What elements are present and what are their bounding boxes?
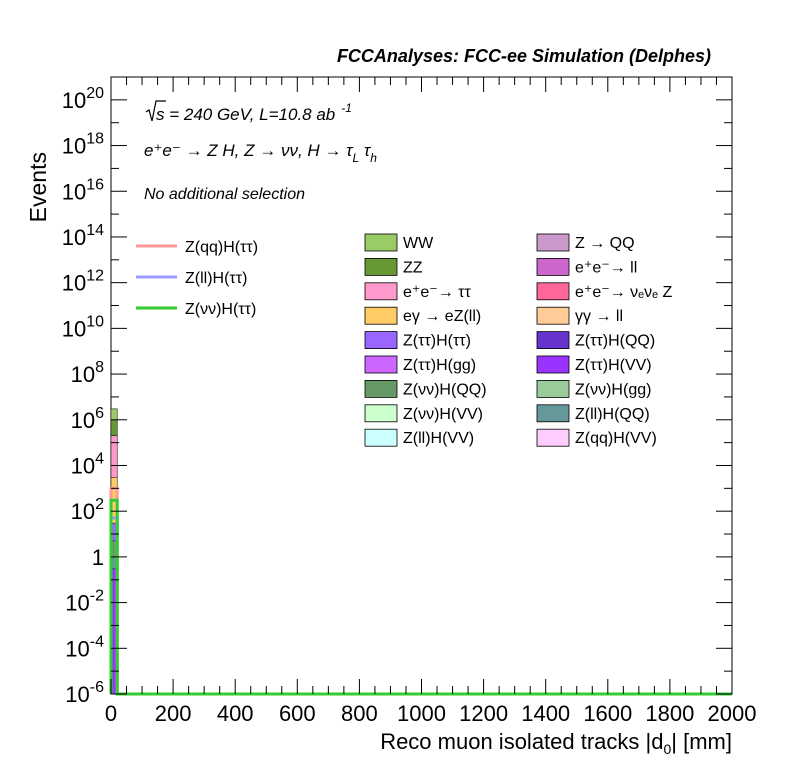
y-tick-label-10: 1 <box>92 545 104 570</box>
x-tick-label-10: 2000 <box>708 701 757 726</box>
legend-bg-swatch-0 <box>364 233 398 252</box>
x-tick-label-0: 0 <box>105 701 117 726</box>
legend-bg-label-0: WW <box>403 235 434 252</box>
y-tick-label-4: 1012 <box>62 268 104 296</box>
y-tick-labels: 1020 1018 1016 1014 1012 1010 108 106 104 102 1 10-… <box>62 85 104 707</box>
legend-bg-swatch-7 <box>536 306 570 325</box>
plot-frame <box>110 76 733 695</box>
legend-bg-label-14: Z(νν)H(VV) <box>403 406 483 423</box>
chart-title: FCCAnalyses: FCC-ee Simulation (Delphes) <box>337 46 711 66</box>
axis-ticks <box>110 76 733 695</box>
legend-bg-swatch-3 <box>536 257 570 276</box>
legend-bg-swatch-16 <box>364 428 398 447</box>
y-tick-label-13: 10-6 <box>65 679 104 707</box>
x-tick-label-7: 1400 <box>521 701 570 726</box>
signal-line-2 <box>109 498 732 696</box>
legend-bg-label-6: eγ → eZ(ll) <box>403 308 481 325</box>
x-tick-label-1: 200 <box>155 701 192 726</box>
legend-bg-swatch-10 <box>364 355 398 374</box>
y-tick-label-11: 10-2 <box>65 588 104 616</box>
legend-signals: Z(qq)H(ττ) Z(ll)H(ττ) Z(νν)H(ττ) <box>136 239 258 318</box>
x-tick-label-2: 400 <box>217 701 254 726</box>
legend-bg-swatch-15 <box>536 404 570 423</box>
y-tick-label-7: 106 <box>71 405 104 433</box>
legend-bg-label-15: Z(ll)H(QQ) <box>575 406 650 423</box>
y-tick-label-0: 1020 <box>62 85 104 113</box>
legend-bg-label-17: Z(qq)H(VV) <box>575 430 657 447</box>
legend-bg-label-5: e⁺e⁻→ νₑνₑ Z <box>575 284 672 301</box>
legend-bg-label-7: γγ → ll <box>575 308 623 325</box>
x-axis-label: Reco muon isolated tracks |d0| [mm] <box>380 729 732 757</box>
y-axis-label: Events <box>25 152 51 222</box>
sqrt-icon <box>145 100 166 122</box>
legend-bg-swatch-17 <box>536 428 570 447</box>
y-tick-label-12: 10-4 <box>65 633 104 661</box>
energy-text: s = 240 GeV, L=10.8 ab -1 <box>156 101 352 124</box>
y-tick-label-5: 1010 <box>62 313 104 341</box>
y-tick-label-3: 1014 <box>62 222 104 250</box>
legend-bg-swatch-11 <box>536 355 570 374</box>
legend-bg-swatch-1 <box>536 233 570 252</box>
legend-bg-swatch-8 <box>364 331 398 350</box>
y-tick-label-6: 108 <box>71 359 104 387</box>
legend-bg-swatch-2 <box>364 257 398 276</box>
annotation-energy: s = 240 GeV, L=10.8 ab -1 <box>145 100 352 124</box>
legend-bg-swatch-14 <box>364 404 398 423</box>
legend-bg-label-12: Z(νν)H(QQ) <box>403 381 487 398</box>
y-tick-label-8: 104 <box>71 450 104 478</box>
legend-bg-label-11: Z(ττ)H(VV) <box>575 357 652 374</box>
legend-bg-label-8: Z(ττ)H(ττ) <box>403 333 471 350</box>
legend-bg-swatch-13 <box>536 379 570 398</box>
legend-bg-label-1: Z → QQ <box>575 235 635 252</box>
legend-backgrounds: WW Z → QQ ZZ e⁺e⁻→ ll e⁺e⁻→ ττ e⁺e⁻→ νₑνₑ Z eγ… <box>364 233 672 447</box>
x-tick-label-8: 1600 <box>583 701 632 726</box>
legend-bg-swatch-5 <box>536 282 570 301</box>
x-tick-label-3: 600 <box>279 701 316 726</box>
legend-bg-label-9: Z(ττ)H(QQ) <box>575 333 655 350</box>
legend-bg-label-4: e⁺e⁻→ ττ <box>403 284 471 301</box>
annotation-process: e⁺e⁻ → Z H, Z → νν, H → τL τh <box>144 141 377 165</box>
legend-bg-swatch-4 <box>364 282 398 301</box>
legend-bg-label-2: ZZ <box>403 259 423 276</box>
legend-bg-swatch-9 <box>536 331 570 350</box>
x-tick-label-5: 1000 <box>397 701 446 726</box>
y-tick-label-1: 1018 <box>62 131 104 159</box>
legend-bg-label-13: Z(νν)H(gg) <box>575 381 651 398</box>
x-tick-labels: 0 200 400 600 800 1000 1200 1400 1600 1800 2000 <box>105 701 757 726</box>
y-tick-label-9: 102 <box>71 496 104 524</box>
y-tick-label-2: 1016 <box>62 176 104 204</box>
legend-bg-swatch-12 <box>364 379 398 398</box>
x-tick-label-6: 1200 <box>459 701 508 726</box>
legend-bg-label-3: e⁺e⁻→ ll <box>575 259 637 276</box>
x-tick-label-4: 800 <box>341 701 378 726</box>
legend-signal-label-1: Z(ll)H(ττ) <box>185 270 247 287</box>
legend-signal-label-0: Z(qq)H(ττ) <box>185 239 258 256</box>
legend-bg-swatch-6 <box>364 306 398 325</box>
x-tick-label-9: 1800 <box>645 701 694 726</box>
annotation-selection: No additional selection <box>144 186 305 203</box>
legend-bg-label-10: Z(ττ)H(gg) <box>403 357 476 374</box>
legend-bg-label-16: Z(ll)H(VV) <box>403 430 474 447</box>
legend-signal-label-2: Z(νν)H(ττ) <box>185 301 256 318</box>
